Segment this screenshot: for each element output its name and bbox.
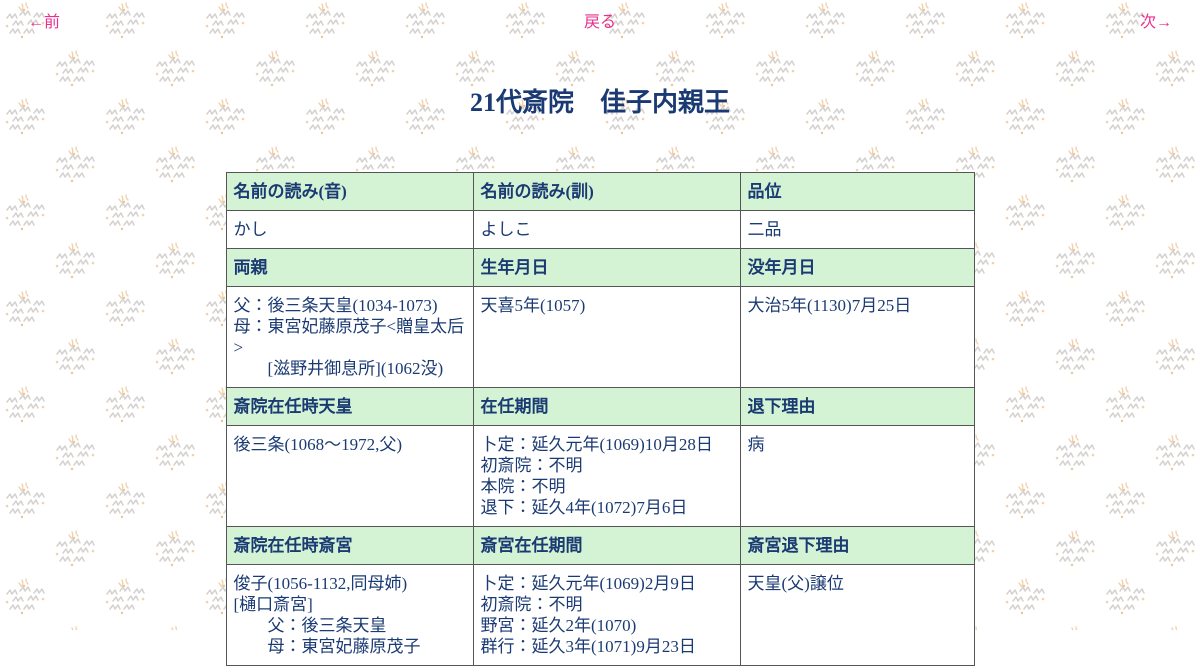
- cell-line: 天皇(父)譲位: [747, 574, 844, 593]
- table-header-row: 両親 生年月日 没年月日: [225, 248, 975, 287]
- column-header: 生年月日: [472, 248, 741, 287]
- column-header: 斎宮在任期間: [472, 526, 741, 565]
- table-cell: 二品: [739, 210, 975, 249]
- cell-line: 天喜5年(1057): [480, 296, 586, 315]
- table-cell: 卜定：延久元年(1069)10月28日 初斎院：不明 本院：不明退下：延久4年(10…: [472, 425, 741, 527]
- cell-line: 初斎院：不明: [480, 456, 583, 475]
- column-header: 退下理由: [739, 387, 975, 426]
- table-data-row: 俊子(1056-1132,同母姉) [樋口斎宮] 父：後三条天皇 母：東宮妃藤原茂…: [225, 564, 975, 666]
- table-cell: 天皇(父)譲位: [739, 564, 975, 666]
- table-header-row: 斎院在任時天皇 在任期間 退下理由: [225, 387, 975, 426]
- table-cell: よしこ: [472, 210, 741, 249]
- table-cell: 父：後三条天皇(1034-1073) 母：東宮妃藤原茂子<贈皇太后> [滋野井御息…: [225, 286, 474, 388]
- cell-line: 母：東宮妃藤原茂子: [233, 637, 421, 656]
- cell-line: 本院：不明: [480, 477, 566, 496]
- nav-next-link[interactable]: 次→: [1139, 14, 1172, 31]
- cell-line: 後三条(1068～1972,父): [233, 435, 403, 454]
- cell-line: 病: [747, 435, 765, 454]
- nav-prev-link[interactable]: ←前: [28, 14, 61, 31]
- cell-line: 父：後三条天皇: [233, 616, 387, 635]
- table-data-row: 後三条(1068～1972,父) 卜定：延久元年(1069)10月28日 初斎院：不…: [225, 425, 975, 527]
- page-title: 21代斎院 佳子内親王: [469, 88, 730, 117]
- table-cell: 卜定：延久元年(1069)2月9日 初斎院：不明野宮：延久2年(1070) 群行：延…: [472, 564, 741, 666]
- cell-line: [樋口斎宮]: [233, 595, 313, 614]
- table-data-row: かし よしこ 二品: [225, 210, 975, 249]
- cell-line: よしこ: [480, 220, 532, 239]
- cell-line: 卜定：延久元年(1069)10月28日: [480, 435, 713, 454]
- top-navigation: ←前 戻る 次→: [0, 0, 1200, 33]
- table-cell: 後三条(1068～1972,父): [225, 425, 474, 527]
- cell-line: 群行：延久3年(1071)9月23日: [480, 637, 696, 656]
- cell-line: [滋野井御息所](1062没): [233, 359, 444, 378]
- column-header: 斎院在任時天皇: [225, 387, 474, 426]
- cell-line: 野宮：延久2年(1070): [480, 616, 637, 635]
- cell-line: 大治5年(1130)7月25日: [747, 296, 912, 315]
- table-header-row: 名前の読み(音) 名前の読み(訓) 品位: [225, 172, 975, 211]
- table-cell: 大治5年(1130)7月25日: [739, 286, 975, 388]
- column-header: 名前の読み(音): [225, 172, 474, 211]
- column-header: 斎院在任時斎宮: [225, 526, 474, 565]
- cell-line: 退下：延久4年(1072)7月6日: [480, 498, 688, 517]
- table-cell: 俊子(1056-1132,同母姉) [樋口斎宮] 父：後三条天皇 母：東宮妃藤原茂…: [225, 564, 474, 666]
- table-data-row: 父：後三条天皇(1034-1073) 母：東宮妃藤原茂子<贈皇太后> [滋野井御息…: [225, 286, 975, 388]
- table-cell: かし: [225, 210, 474, 249]
- cell-line: 母：東宮妃藤原茂子<贈皇太后>: [233, 317, 465, 357]
- cell-line: 父：後三条天皇(1034-1073): [233, 296, 438, 315]
- cell-line: 卜定：延久元年(1069)2月9日: [480, 574, 696, 593]
- column-header: 没年月日: [739, 248, 975, 287]
- table-cell: 天喜5年(1057): [472, 286, 741, 388]
- cell-line: 二品: [747, 220, 782, 239]
- table-header-row: 斎院在任時斎宮 斎宮在任期間 斎宮退下理由: [225, 526, 975, 565]
- saiin-info-table: 名前の読み(音) 名前の読み(訓) 品位 かし よしこ 二品 両親 生年月日 没年月日 父：後三条…: [225, 172, 975, 666]
- table-cell: 病: [739, 425, 975, 527]
- column-header: 斎宮退下理由: [739, 526, 975, 565]
- column-header: 品位: [739, 172, 975, 211]
- nav-back-link[interactable]: 戻る: [583, 14, 616, 31]
- cell-line: 俊子(1056-1132,同母姉): [233, 574, 408, 593]
- column-header: 両親: [225, 248, 474, 287]
- cell-line: かし: [233, 220, 268, 239]
- column-header: 名前の読み(訓): [472, 172, 741, 211]
- column-header: 在任期間: [472, 387, 741, 426]
- cell-line: 初斎院：不明: [480, 595, 583, 614]
